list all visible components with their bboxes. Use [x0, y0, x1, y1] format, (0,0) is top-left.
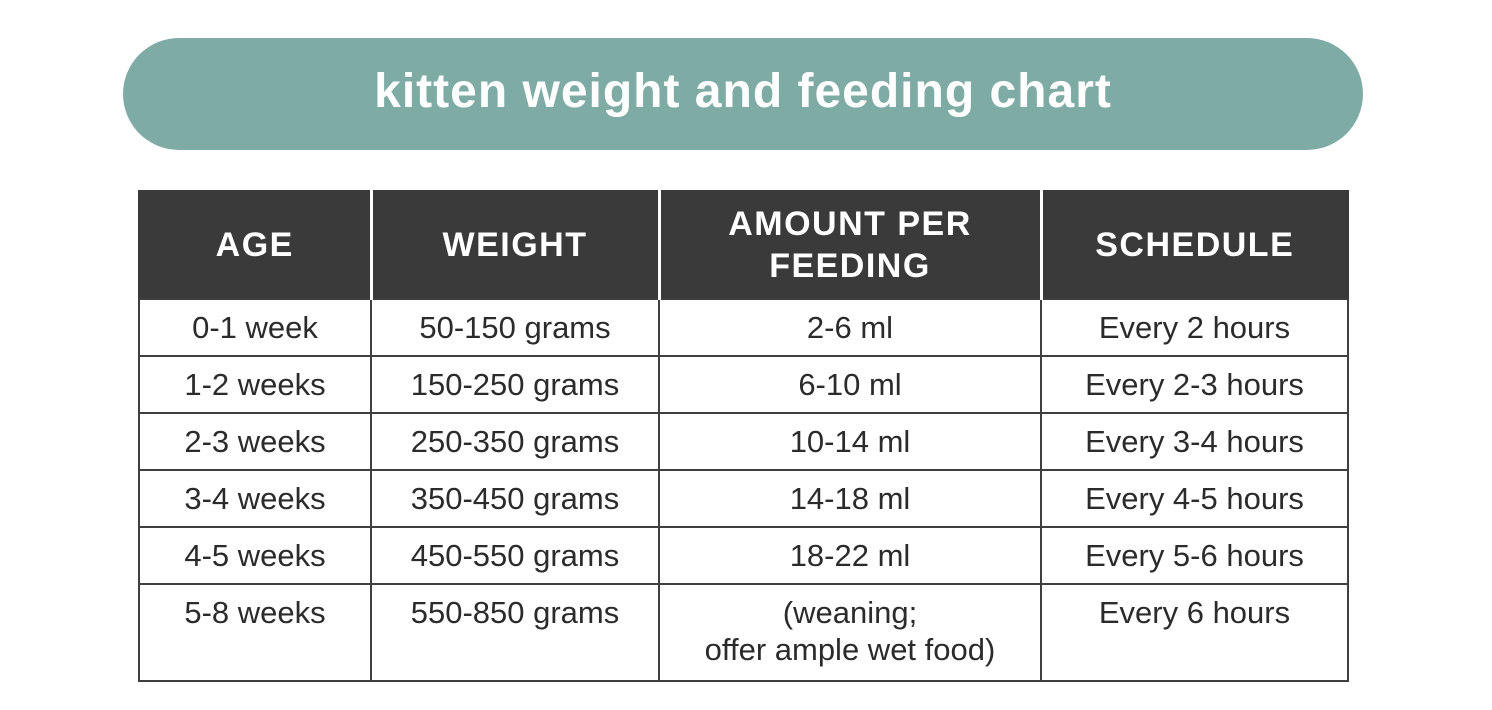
- cell-weight: 550-850 grams: [370, 583, 660, 682]
- column-header-age: AGE: [138, 190, 373, 300]
- cell-amount: 6-10 ml: [658, 355, 1042, 414]
- column-header-amount-per-feeding: AMOUNT PER FEEDING: [657, 190, 1043, 300]
- cell-age: 0-1 week: [138, 298, 372, 357]
- cell-weight: 150-250 grams: [370, 355, 660, 414]
- cell-schedule: Every 5-6 hours: [1040, 526, 1349, 585]
- cell-schedule: Every 4-5 hours: [1040, 469, 1349, 528]
- cell-amount: 14-18 ml: [658, 469, 1042, 528]
- cell-age: 1-2 weeks: [138, 355, 372, 414]
- cell-weight: 50-150 grams: [370, 298, 660, 357]
- feeding-chart-table: AGE WEIGHT AMOUNT PER FEEDING SCHEDULE 0…: [138, 190, 1349, 682]
- table-row: 5-8 weeks 550-850 grams (weaning; offer …: [138, 583, 1349, 682]
- cell-age: 2-3 weeks: [138, 412, 372, 471]
- cell-age: 3-4 weeks: [138, 469, 372, 528]
- table-row: 1-2 weeks 150-250 grams 6-10 ml Every 2-…: [138, 355, 1349, 414]
- column-header-weight: WEIGHT: [369, 190, 661, 300]
- cell-amount: (weaning; offer ample wet food): [658, 583, 1042, 682]
- cell-weight: 350-450 grams: [370, 469, 660, 528]
- column-header-schedule: SCHEDULE: [1039, 190, 1349, 300]
- cell-amount: 2-6 ml: [658, 298, 1042, 357]
- cell-amount: 10-14 ml: [658, 412, 1042, 471]
- cell-age: 4-5 weeks: [138, 526, 372, 585]
- cell-schedule: Every 2 hours: [1040, 298, 1349, 357]
- page-title: kitten weight and feeding chart: [374, 65, 1112, 118]
- table-row: 4-5 weeks 450-550 grams 18-22 ml Every 5…: [138, 526, 1349, 585]
- cell-weight: 250-350 grams: [370, 412, 660, 471]
- feeding-chart-table-container: AGE WEIGHT AMOUNT PER FEEDING SCHEDULE 0…: [138, 190, 1349, 682]
- table-row: 0-1 week 50-150 grams 2-6 ml Every 2 hou…: [138, 298, 1349, 357]
- header-row: AGE WEIGHT AMOUNT PER FEEDING SCHEDULE: [138, 190, 1349, 300]
- table-row: 3-4 weeks 350-450 grams 14-18 ml Every 4…: [138, 469, 1349, 528]
- cell-age: 5-8 weeks: [138, 583, 372, 682]
- table-row: 2-3 weeks 250-350 grams 10-14 ml Every 3…: [138, 412, 1349, 471]
- cell-weight: 450-550 grams: [370, 526, 660, 585]
- cell-schedule: Every 2-3 hours: [1040, 355, 1349, 414]
- cell-amount: 18-22 ml: [658, 526, 1042, 585]
- title-pill: kitten weight and feeding chart: [123, 38, 1363, 150]
- cell-schedule: Every 6 hours: [1040, 583, 1349, 682]
- cell-schedule: Every 3-4 hours: [1040, 412, 1349, 471]
